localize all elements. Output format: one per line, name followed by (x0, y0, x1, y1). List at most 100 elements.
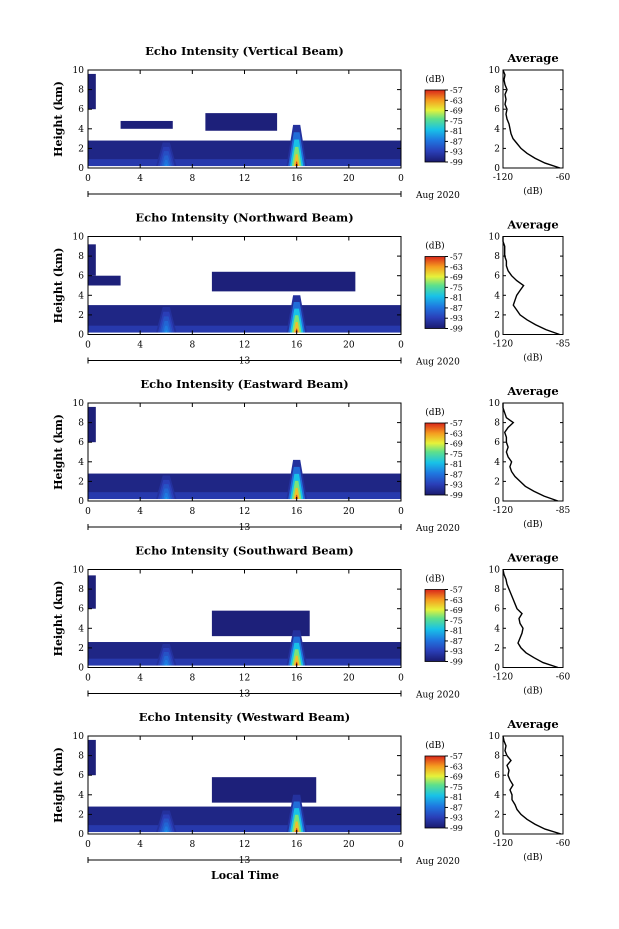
average-y-tick-label: 2 (494, 144, 500, 154)
date-label: Aug 2020 (415, 191, 460, 201)
average-title: Average (506, 51, 558, 65)
colorbar-tick-label: -81 (450, 127, 463, 136)
colorbar-tick-label: -93 (450, 314, 463, 323)
x-tick-label: 4 (137, 341, 143, 351)
x-tick-label: 20 (343, 174, 355, 184)
echo-surface-band (88, 325, 401, 333)
echo-layer (88, 406, 96, 443)
average-title: Average (506, 218, 558, 232)
average-x-tick-label: -60 (556, 173, 571, 183)
colorbar-tick-label: -93 (450, 481, 463, 490)
colorbar-label: (dB) (425, 241, 444, 252)
echo-layer (88, 244, 96, 276)
x-tick-label: 20 (343, 840, 355, 850)
average-x-tick-label: -120 (493, 839, 513, 849)
echo-layer (88, 275, 121, 286)
colorbar-tick-label: -69 (450, 440, 463, 449)
date-label: Aug 2020 (415, 857, 460, 867)
average-y-tick-label: 4 (494, 291, 500, 301)
panel-title: Echo Intensity (Westward Beam) (139, 710, 350, 724)
average-y-tick-label: 2 (494, 477, 500, 487)
echo-plume (293, 321, 300, 333)
x-tick-label: 0 (398, 174, 404, 184)
y-tick-label: 6 (78, 105, 84, 115)
colorbar-tick-label: -75 (450, 450, 463, 459)
echo-surface-band (88, 825, 401, 833)
colorbar-tick-label: -63 (450, 96, 463, 105)
average-xlabel: (dB) (523, 686, 542, 697)
x-tick-label: 0 (398, 840, 404, 850)
colorbar-tick-label: -87 (450, 637, 463, 646)
heatmap (88, 244, 401, 333)
average-y-tick-label: 8 (494, 252, 500, 262)
average-y-tick-label: 10 (489, 399, 501, 409)
echo-layer (88, 575, 96, 609)
average-xlabel: (dB) (523, 852, 542, 863)
panel-title: Echo Intensity (Northward Beam) (135, 211, 353, 225)
y-tick-label: 6 (78, 272, 84, 282)
average-y-tick-label: 8 (494, 86, 500, 96)
y-tick-label: 8 (78, 86, 84, 96)
average-y-tick-label: 0 (494, 331, 500, 341)
average-frame (502, 236, 564, 335)
colorbar-tick-label: -69 (450, 273, 463, 282)
echo-layer (120, 120, 173, 129)
panel-5: Echo Intensity (Westward Beam) 0 2 4 6 8 10 Hei… (52, 710, 571, 867)
echo-layer (88, 739, 96, 776)
colorbar-tick-label: -57 (450, 752, 463, 761)
colorbar-tick-label: -57 (450, 86, 463, 95)
average-y-tick-label: 0 (494, 830, 500, 840)
y-tick-label: 0 (78, 164, 84, 174)
colorbar-tick-label: -75 (450, 783, 463, 792)
day-marker-label: 13 (239, 690, 251, 700)
average-x-tick-label: -120 (493, 673, 513, 683)
colorbar-tick-label: -81 (450, 460, 463, 469)
average-y-tick-label: 10 (489, 566, 501, 576)
y-tick-label: 10 (73, 566, 85, 576)
echo-surface-band (88, 658, 401, 666)
date-label: Aug 2020 (415, 358, 460, 368)
y-tick-label: 2 (78, 644, 84, 654)
echo-plume (295, 494, 298, 500)
panel-2: Echo Intensity (Northward Beam) 0 2 4 6 8 10 He… (52, 211, 571, 368)
x-tick-label: 8 (189, 674, 195, 684)
colorbar-tick-label: -63 (450, 762, 463, 771)
panel-title: Echo Intensity (Eastward Beam) (140, 377, 348, 391)
average-title: Average (506, 717, 558, 731)
colorbar-tick-label: -63 (450, 596, 463, 605)
colorbar-tick-label: -99 (450, 824, 463, 833)
x-tick-label: 20 (343, 507, 355, 517)
echo-layer (211, 271, 356, 292)
x-tick-label: 12 (239, 341, 250, 351)
day-marker-label: 13 (239, 357, 251, 367)
colorbar-tick-label: -75 (450, 616, 463, 625)
y-tick-label: 0 (78, 664, 84, 674)
colorbar-tick-label: -69 (450, 107, 463, 116)
x-tick-label: 16 (291, 507, 303, 517)
x-tick-label: 20 (343, 341, 355, 351)
echo-plume (163, 492, 170, 500)
echo-plume (165, 164, 168, 167)
colorbar-label: (dB) (425, 574, 444, 585)
average-xlabel: (dB) (523, 519, 542, 530)
y-tick-label: 6 (78, 771, 84, 781)
y-tick-label: 8 (78, 252, 84, 262)
x-tick-label: 16 (291, 674, 303, 684)
panel-1: Echo Intensity (Vertical Beam) 0 2 4 6 8 10 Hei… (52, 44, 571, 201)
echo-plume (165, 330, 168, 333)
average-x-tick-label: -120 (493, 506, 513, 516)
average-y-tick-label: 6 (494, 438, 500, 448)
colorbar-label: (dB) (425, 74, 444, 85)
colorbar-tick-label: -57 (450, 586, 463, 595)
y-tick-label: 10 (73, 66, 85, 76)
echo-surface-band (88, 159, 401, 167)
colorbar-tick-label: -75 (450, 117, 463, 126)
average-title: Average (506, 551, 558, 565)
colorbar (424, 589, 446, 662)
y-tick-label: 10 (73, 399, 85, 409)
echo-layer (205, 113, 278, 131)
y-tick-label: 8 (78, 419, 84, 429)
y-tick-label: 4 (78, 624, 84, 634)
echo-plume (293, 821, 300, 833)
colorbar-tick-label: -99 (450, 158, 463, 167)
